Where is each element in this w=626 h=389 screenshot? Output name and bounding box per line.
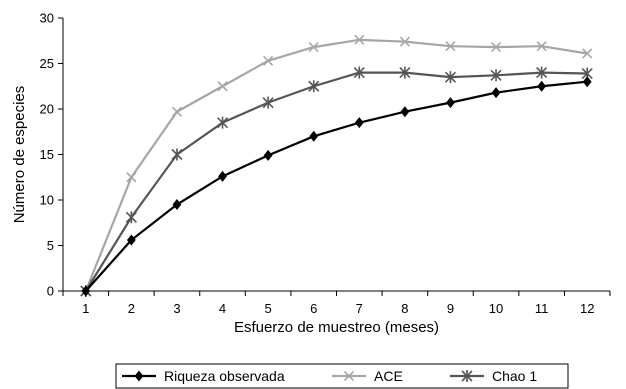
marker-stroke: [536, 41, 547, 52]
data-point: [263, 149, 273, 161]
y-tick-label: 0: [47, 284, 54, 299]
data-point: [263, 55, 274, 66]
series-chao-1: [80, 66, 593, 297]
x-tick-label: 4: [219, 301, 226, 316]
x-tick-label: 12: [580, 301, 594, 316]
y-axis-title: Número de especies: [11, 86, 28, 224]
data-point: [490, 69, 502, 82]
data-point: [217, 81, 228, 92]
data-point: [582, 48, 593, 59]
marker-stroke: [354, 34, 365, 45]
legend-swatch-marker: [134, 370, 144, 382]
y-tick-label: 25: [40, 56, 54, 71]
y-tick-label: 5: [47, 238, 54, 253]
data-point: [400, 106, 410, 118]
data-point: [446, 97, 455, 109]
data-point: [490, 42, 502, 53]
legend-label: ACE: [374, 368, 403, 384]
x-tick-label: 2: [128, 301, 135, 316]
series-riqueza-observada: [81, 76, 592, 297]
data-point: [445, 41, 456, 52]
data-point: [216, 116, 229, 129]
y-ticks: 0 5 10 15 20 25 30: [40, 11, 63, 299]
data-point: [171, 106, 183, 117]
marker-stroke: [582, 48, 593, 59]
marker-stroke: [445, 41, 456, 52]
data-point: [399, 36, 410, 47]
data-point: [309, 130, 319, 142]
x-tick-label: 6: [310, 301, 317, 316]
legend-label: Chao 1: [492, 368, 537, 384]
series-line: [84, 71, 588, 292]
x-ticks: 1 2 3 4 5 6 7 8 9 10 11 12: [62, 291, 611, 316]
data-point: [81, 285, 91, 297]
data-point: [125, 211, 137, 224]
data-point: [536, 41, 547, 52]
legend-swatch-marker: [343, 370, 355, 382]
data-point: [218, 170, 227, 182]
data-point: [262, 96, 274, 109]
data-point: [353, 66, 365, 79]
legend-item: ACE: [332, 368, 403, 384]
data-point: [171, 148, 183, 161]
data-point: [308, 80, 320, 93]
data-point: [308, 42, 319, 53]
x-tick-label: 11: [535, 301, 549, 316]
x-tick-label: 9: [447, 301, 454, 316]
marker-stroke: [308, 42, 319, 53]
data-point: [354, 117, 364, 129]
x-tick-label: 5: [265, 301, 272, 316]
series-group: [80, 34, 593, 297]
data-point: [536, 66, 548, 79]
data-point: [582, 76, 592, 88]
y-tick-label: 10: [40, 193, 54, 208]
marker-stroke: [217, 81, 228, 92]
legend-item: Chao 1: [450, 368, 537, 384]
axes: [62, 18, 610, 292]
legend-item: Riqueza observada: [122, 368, 285, 384]
y-tick-label: 30: [40, 11, 54, 26]
marker-stroke: [126, 172, 137, 183]
series-line: [84, 38, 588, 292]
x-tick-label: 3: [173, 301, 180, 316]
data-point: [172, 199, 182, 211]
data-point: [399, 66, 411, 79]
x-tick-label: 8: [401, 301, 408, 316]
y-tick-label: 15: [40, 147, 54, 162]
data-point: [354, 34, 365, 45]
y-tick-label: 20: [40, 102, 54, 117]
legend-swatch-marker: [461, 370, 473, 382]
marker-stroke: [490, 42, 502, 53]
marker-stroke: [399, 36, 410, 47]
x-tick-label: 7: [356, 301, 363, 316]
legend: Riqueza observada ACE Chao 1: [115, 363, 569, 389]
data-point: [491, 87, 501, 99]
series-line: [84, 80, 588, 292]
x-tick-label: 10: [489, 301, 503, 316]
data-point: [444, 71, 457, 84]
marker-stroke: [343, 370, 355, 382]
data-point: [537, 80, 547, 92]
x-tick-label: 1: [82, 301, 89, 316]
data-point: [126, 234, 136, 246]
marker-stroke: [171, 106, 183, 117]
legend-label: Riqueza observada: [164, 368, 285, 384]
x-axis-title: Esfuerzo de muestreo (meses): [234, 319, 439, 336]
marker-stroke: [263, 55, 274, 66]
data-point: [126, 172, 137, 183]
